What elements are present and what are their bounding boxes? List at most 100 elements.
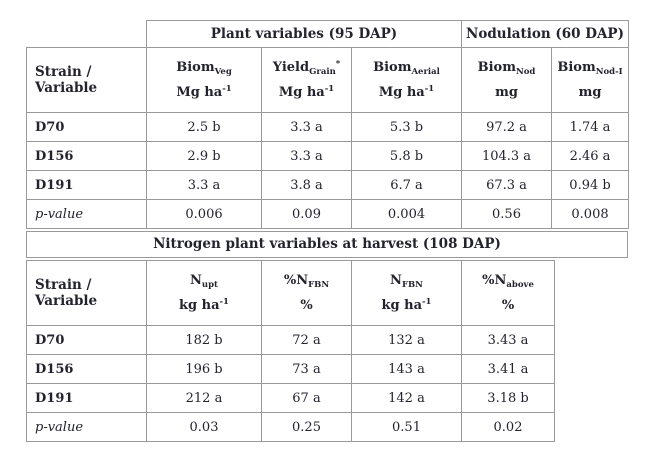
nitrogen-variables-table: Strain / Variable Nupt kg ha-1 %NFBN % N…: [26, 260, 555, 442]
column-header-n-upt: Nupt kg ha-1: [146, 260, 262, 326]
row-label: D70: [26, 325, 147, 355]
column-subscript: upt: [201, 279, 218, 290]
data-cell: 3.18 b: [461, 383, 555, 413]
row-label: D156: [26, 141, 147, 171]
table-row: D70 2.5 b 3.3 a 5.3 b 97.2 a 1.74 a: [26, 112, 629, 142]
data-cell: 212 a: [146, 383, 262, 413]
data-cell: 132 a: [351, 325, 462, 355]
data-cell: 3.3 a: [146, 170, 262, 200]
corner-header-strain-variable: Strain / Variable: [26, 47, 147, 113]
column-unit: kg ha-1: [179, 297, 229, 314]
row-label-p-value: p-value: [26, 412, 147, 442]
column-name: BiomAerial: [373, 59, 440, 77]
column-unit: %: [501, 298, 515, 314]
column-name: BiomVeg: [176, 59, 232, 77]
column-subscript: Grain: [309, 66, 336, 77]
data-cell: 142 a: [351, 383, 462, 413]
data-cell: 3.3 a: [261, 112, 352, 142]
table-row: D156 196 b 73 a 143 a 3.41 a: [26, 354, 555, 384]
column-header-pct-n-above: %Nabove %: [461, 260, 555, 326]
data-cell: 0.006: [146, 199, 262, 229]
column-name: BiomNod: [477, 59, 536, 77]
column-subscript: Nod-I: [595, 66, 623, 77]
data-cell: 5.8 b: [351, 141, 462, 171]
data-cell: 5.3 b: [351, 112, 462, 142]
data-cell: 143 a: [351, 354, 462, 384]
column-subscript: Aerial: [411, 66, 440, 77]
unit-exponent: -1: [424, 84, 435, 95]
data-cell: 3.43 a: [461, 325, 555, 355]
data-cell: 72 a: [261, 325, 352, 355]
column-subscript: FBN: [401, 279, 423, 290]
data-cell: 2.46 a: [551, 141, 629, 171]
column-header-biom-aerial: BiomAerial Mg ha-1: [351, 47, 462, 113]
column-unit: mg: [495, 85, 518, 101]
group-header-row: Plant variables (95 DAP) Nodulation (60 …: [27, 20, 629, 48]
column-header-row: Strain / Variable Nupt kg ha-1 %NFBN % N…: [26, 260, 555, 326]
corner-header-strain-variable: Strain / Variable: [26, 260, 147, 326]
column-subscript: Nod: [515, 66, 536, 77]
column-subscript: Veg: [214, 66, 232, 77]
data-cell: 0.008: [551, 199, 629, 229]
data-cell: 73 a: [261, 354, 352, 384]
column-subscript: FBN: [308, 279, 330, 290]
column-unit: mg: [578, 85, 602, 101]
data-cell: 0.25: [261, 412, 352, 442]
data-cell: 2.5 b: [146, 112, 262, 142]
unit-exponent: -1: [324, 84, 335, 95]
data-cell: 0.09: [261, 199, 352, 229]
data-cell: 0.03: [146, 412, 262, 442]
data-cell: 182 b: [146, 325, 262, 355]
column-header-biom-nod-i: BiomNod-I mg: [551, 47, 629, 113]
unit-exponent: -1: [422, 297, 432, 308]
data-cell: 3.3 a: [261, 141, 352, 171]
column-header-row: Strain / Variable BiomVeg Mg ha-1 YieldG…: [26, 47, 629, 113]
column-name: %Nabove: [482, 272, 534, 290]
data-cell: 0.004: [351, 199, 462, 229]
plant-nodulation-table: Plant variables (95 DAP) Nodulation (60 …: [26, 20, 629, 229]
row-label: D191: [26, 383, 147, 413]
table-row: D156 2.9 b 3.3 a 5.8 b 104.3 a 2.46 a: [26, 141, 629, 171]
data-cell: 97.2 a: [461, 112, 552, 142]
section-title-nitrogen: Nitrogen plant variables at harvest (108…: [26, 231, 628, 258]
data-cell: 104.3 a: [461, 141, 552, 171]
row-label: D70: [26, 112, 147, 142]
data-cell: 1.74 a: [551, 112, 629, 142]
table-row: p-value 0.03 0.25 0.51 0.02: [26, 412, 555, 442]
column-header-biom-veg: BiomVeg Mg ha-1: [146, 47, 262, 113]
table-row: D191 3.3 a 3.8 a 6.7 a 67.3 a 0.94 b: [26, 170, 629, 200]
column-name: YieldGrain*: [272, 58, 341, 77]
data-cell: 2.9 b: [146, 141, 262, 171]
table-row: D191 212 a 67 a 142 a 3.18 b: [26, 383, 555, 413]
data-cell: 3.8 a: [261, 170, 352, 200]
column-unit: Mg ha-1: [378, 84, 435, 101]
column-name: BiomNod-I: [557, 59, 623, 77]
row-label: D156: [26, 354, 147, 384]
column-header-pct-n-fbn: %NFBN %: [261, 260, 352, 326]
column-unit: %: [300, 298, 313, 314]
unit-exponent: -1: [222, 84, 232, 95]
column-unit: Mg ha-1: [176, 84, 232, 101]
column-name: NFBN: [390, 272, 423, 290]
row-label: D191: [26, 170, 147, 200]
group-header-nodulation: Nodulation (60 DAP): [461, 20, 629, 48]
column-name: Nupt: [190, 272, 218, 290]
data-cell: 0.51: [351, 412, 462, 442]
column-header-yield-grain: YieldGrain* Mg ha-1: [261, 47, 352, 113]
unit-exponent: -1: [219, 297, 229, 308]
group-header-plant-variables: Plant variables (95 DAP): [146, 20, 462, 48]
column-name: %NFBN: [283, 272, 330, 290]
column-unit: Mg ha-1: [278, 84, 335, 101]
table-row: D70 182 b 72 a 132 a 3.43 a: [26, 325, 555, 355]
data-cell: 0.56: [461, 199, 552, 229]
row-label-p-value: p-value: [26, 199, 147, 229]
data-cell: 67 a: [261, 383, 352, 413]
column-header-biom-nod: BiomNod mg: [461, 47, 552, 113]
table-row: p-value 0.006 0.09 0.004 0.56 0.008: [26, 199, 629, 229]
data-cell: 67.3 a: [461, 170, 552, 200]
data-cell: 3.41 a: [461, 354, 555, 384]
data-cell: 0.02: [461, 412, 555, 442]
column-subscript: above: [506, 279, 534, 290]
blank-corner-cell: [27, 21, 147, 48]
